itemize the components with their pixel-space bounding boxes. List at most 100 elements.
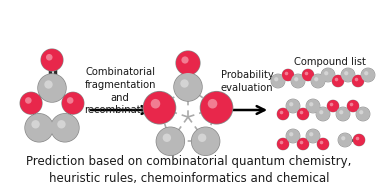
Circle shape bbox=[286, 99, 300, 113]
Text: Combinatorial
fragmentation
and
recombination: Combinatorial fragmentation and recombin… bbox=[84, 67, 156, 115]
Circle shape bbox=[38, 74, 66, 102]
Circle shape bbox=[37, 73, 67, 103]
Circle shape bbox=[24, 113, 54, 142]
Circle shape bbox=[46, 54, 53, 60]
Circle shape bbox=[305, 72, 308, 75]
Circle shape bbox=[192, 127, 220, 155]
Circle shape bbox=[317, 138, 329, 150]
Circle shape bbox=[347, 100, 359, 112]
Circle shape bbox=[297, 108, 309, 120]
Circle shape bbox=[62, 92, 84, 114]
Circle shape bbox=[51, 114, 79, 142]
Circle shape bbox=[306, 129, 320, 143]
Circle shape bbox=[352, 75, 364, 87]
Circle shape bbox=[319, 110, 323, 114]
Circle shape bbox=[191, 127, 220, 156]
Circle shape bbox=[339, 110, 343, 114]
Circle shape bbox=[361, 68, 375, 82]
Circle shape bbox=[355, 78, 358, 81]
Circle shape bbox=[294, 77, 298, 81]
Circle shape bbox=[352, 75, 364, 87]
Circle shape bbox=[316, 107, 330, 121]
Circle shape bbox=[356, 137, 359, 140]
Circle shape bbox=[57, 120, 66, 129]
Circle shape bbox=[285, 72, 288, 75]
Circle shape bbox=[311, 74, 325, 88]
Circle shape bbox=[327, 100, 339, 112]
Circle shape bbox=[353, 134, 365, 146]
Circle shape bbox=[156, 127, 185, 156]
Circle shape bbox=[350, 103, 353, 106]
Circle shape bbox=[286, 129, 300, 143]
Circle shape bbox=[356, 107, 370, 121]
Circle shape bbox=[341, 68, 355, 82]
Circle shape bbox=[181, 56, 189, 64]
Circle shape bbox=[25, 97, 32, 104]
Circle shape bbox=[302, 69, 314, 81]
Circle shape bbox=[282, 69, 294, 81]
Circle shape bbox=[302, 69, 314, 81]
Circle shape bbox=[176, 51, 200, 75]
Circle shape bbox=[338, 133, 352, 147]
Circle shape bbox=[359, 110, 363, 114]
Circle shape bbox=[277, 108, 289, 120]
Circle shape bbox=[274, 77, 278, 81]
Circle shape bbox=[44, 80, 53, 89]
Circle shape bbox=[289, 102, 293, 106]
Circle shape bbox=[316, 107, 330, 121]
Circle shape bbox=[200, 91, 233, 125]
Circle shape bbox=[289, 132, 293, 136]
Circle shape bbox=[311, 74, 325, 88]
Circle shape bbox=[297, 138, 309, 150]
Circle shape bbox=[201, 92, 232, 124]
Circle shape bbox=[356, 107, 370, 121]
Circle shape bbox=[338, 133, 352, 147]
Circle shape bbox=[297, 108, 309, 120]
Circle shape bbox=[306, 129, 320, 143]
Circle shape bbox=[300, 111, 303, 114]
Circle shape bbox=[327, 100, 339, 112]
Circle shape bbox=[364, 71, 368, 75]
Circle shape bbox=[306, 99, 320, 113]
Circle shape bbox=[20, 92, 42, 114]
Circle shape bbox=[67, 97, 73, 104]
Circle shape bbox=[143, 91, 176, 125]
Circle shape bbox=[61, 92, 84, 115]
Circle shape bbox=[174, 73, 202, 101]
Circle shape bbox=[309, 132, 313, 136]
Circle shape bbox=[277, 138, 289, 150]
Circle shape bbox=[25, 114, 53, 142]
Circle shape bbox=[271, 74, 285, 88]
Circle shape bbox=[347, 100, 359, 112]
Circle shape bbox=[332, 75, 344, 87]
Circle shape bbox=[297, 138, 309, 150]
Circle shape bbox=[280, 141, 283, 144]
Text: Probability
evaluation: Probability evaluation bbox=[221, 70, 273, 93]
Circle shape bbox=[314, 77, 318, 81]
Circle shape bbox=[309, 102, 313, 106]
Circle shape bbox=[40, 48, 64, 72]
Text: Prediction based on combinatorial quantum chemistry,
heuristic rules, chemoinfor: Prediction based on combinatorial quantu… bbox=[26, 155, 352, 185]
Circle shape bbox=[144, 92, 175, 124]
Circle shape bbox=[31, 120, 40, 129]
Circle shape bbox=[163, 134, 171, 142]
Circle shape bbox=[286, 129, 301, 143]
Circle shape bbox=[286, 99, 301, 113]
Circle shape bbox=[306, 99, 320, 113]
Circle shape bbox=[344, 71, 349, 75]
Circle shape bbox=[291, 74, 305, 88]
Circle shape bbox=[321, 68, 335, 82]
Circle shape bbox=[280, 111, 283, 114]
Circle shape bbox=[336, 107, 350, 121]
Circle shape bbox=[180, 79, 189, 88]
Circle shape bbox=[335, 78, 338, 81]
Circle shape bbox=[271, 74, 285, 88]
Circle shape bbox=[330, 103, 333, 106]
Circle shape bbox=[20, 92, 43, 115]
Circle shape bbox=[151, 99, 160, 109]
Circle shape bbox=[321, 68, 335, 82]
Circle shape bbox=[336, 107, 350, 121]
Circle shape bbox=[282, 69, 294, 81]
Circle shape bbox=[50, 113, 80, 142]
Circle shape bbox=[353, 134, 365, 146]
